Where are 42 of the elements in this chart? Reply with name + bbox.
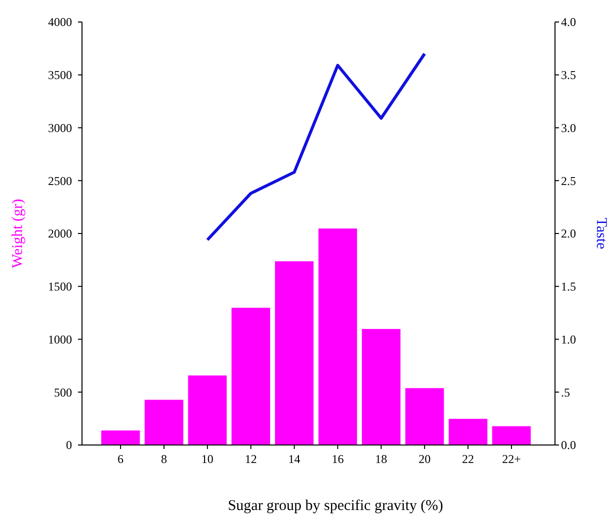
bar [274,260,314,446]
bar [231,307,271,446]
y-tick-label: 3000 [48,120,72,135]
x-tick-label: 22 [462,452,474,466]
y2-tick-label: 2.5 [561,174,576,188]
x-tick-label: 10 [201,452,214,466]
y-tick-label: 2000 [48,226,72,241]
y2-axis-title: Taste [593,218,609,250]
y-tick-label: 500 [54,385,72,400]
bar [100,430,140,446]
y2-tick-label: 1.0 [561,332,576,346]
y-tick-label: 1000 [48,332,72,346]
y-tick-label: 0 [66,438,72,452]
x-tick-label: 20 [418,452,431,466]
line-series [206,52,426,242]
x-tick-label: 22+ [502,452,522,466]
y2-tick-label: 3.0 [561,120,576,135]
y2-tick-label: 4.0 [561,15,576,30]
bar [492,426,532,446]
bar [361,328,401,446]
x-tick-label: 18 [375,452,388,466]
x-tick-label: 8 [160,452,167,466]
x-tick-label: 14 [288,452,300,466]
y2-tick-label: 0.0 [561,438,576,452]
bar [144,399,184,446]
x-tick-label: 12 [244,452,257,466]
y2-tick-label: 3.5 [561,68,576,82]
bar [318,228,358,446]
x-tick-label: 6 [118,452,124,466]
y2-tick-label: 1.5 [561,280,576,294]
y-tick-label: 1500 [48,280,72,294]
y-tick-label: 4000 [48,15,72,30]
x-tick-label: 16 [332,452,344,466]
y-axis-title: Weight (gr) [10,198,26,268]
y-tick-label: 2500 [48,174,72,188]
bar [404,388,444,446]
y2-tick-label: 2.0 [561,226,576,241]
bar [448,418,488,446]
y-tick-label: 3500 [48,68,72,82]
y2-tick-label: .5 [561,385,570,400]
bar [188,374,228,446]
x-axis-title: Sugar group by specific gravity (%) [228,498,444,514]
